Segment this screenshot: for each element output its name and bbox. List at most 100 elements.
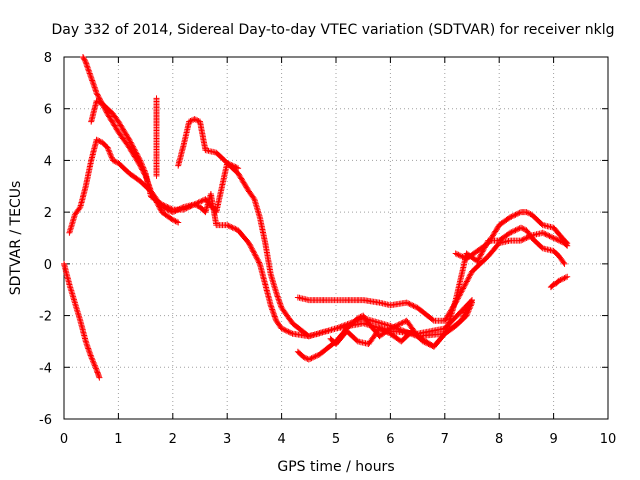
y-tick-label: 4 bbox=[44, 154, 52, 169]
x-tick-label: 7 bbox=[441, 432, 449, 447]
data-point bbox=[267, 271, 279, 294]
data-point bbox=[273, 317, 284, 331]
data-point bbox=[80, 54, 89, 64]
data-point bbox=[485, 223, 502, 247]
data-point bbox=[235, 227, 251, 245]
data-point bbox=[496, 230, 512, 244]
x-tick-label: 8 bbox=[495, 432, 503, 447]
data-point bbox=[550, 235, 567, 246]
data-point bbox=[71, 299, 83, 323]
data-point bbox=[180, 202, 197, 213]
data-point bbox=[88, 353, 99, 372]
data-point bbox=[556, 277, 564, 284]
data-point bbox=[224, 160, 235, 168]
data-point bbox=[71, 205, 83, 218]
series-track-5 bbox=[175, 116, 242, 172]
data-point bbox=[547, 282, 556, 291]
data-point bbox=[104, 110, 121, 134]
data-point bbox=[251, 196, 263, 219]
data-point bbox=[262, 240, 274, 276]
data-point bbox=[77, 317, 89, 343]
data-point bbox=[115, 129, 132, 150]
data-point bbox=[294, 348, 306, 359]
data-point bbox=[354, 313, 365, 322]
series-track-4 bbox=[88, 98, 182, 226]
data-point bbox=[528, 211, 545, 227]
data-point bbox=[137, 162, 148, 178]
x-tick-label: 1 bbox=[114, 432, 122, 447]
data-point bbox=[229, 162, 242, 172]
data-point bbox=[289, 320, 311, 339]
data-point bbox=[523, 227, 534, 240]
data-point bbox=[66, 213, 78, 236]
data-point bbox=[99, 139, 110, 150]
data-point bbox=[550, 280, 558, 288]
data-point bbox=[82, 59, 94, 80]
data-point bbox=[528, 235, 545, 251]
data-point bbox=[365, 326, 382, 347]
data-point bbox=[430, 331, 447, 350]
data-point bbox=[115, 118, 132, 142]
series-track-8 bbox=[327, 299, 475, 350]
data-point bbox=[66, 281, 78, 305]
data-point bbox=[153, 149, 160, 179]
y-tick-label: 0 bbox=[44, 258, 52, 273]
data-point bbox=[126, 170, 142, 184]
data-point bbox=[126, 136, 143, 162]
data-point bbox=[93, 366, 103, 381]
x-axis: 0 1 2 3 4 5 6 7 8 9 10 bbox=[60, 57, 616, 447]
data-point bbox=[104, 144, 116, 162]
y-tick-label: 2 bbox=[44, 206, 52, 221]
data-point bbox=[273, 289, 285, 310]
data-point bbox=[88, 99, 100, 125]
data-point bbox=[61, 260, 73, 287]
data-point bbox=[447, 298, 459, 322]
x-tick-label: 3 bbox=[223, 432, 231, 447]
y-axis-label: SDTVAR / TECUs bbox=[8, 181, 24, 296]
data-point bbox=[556, 253, 568, 267]
data-point bbox=[360, 312, 371, 325]
x-tick-label: 9 bbox=[549, 432, 557, 447]
data-point bbox=[523, 209, 534, 218]
data-point bbox=[463, 299, 475, 319]
series-track-1 bbox=[61, 260, 103, 381]
x-tick-label: 10 bbox=[600, 432, 617, 447]
data-point bbox=[278, 325, 295, 336]
data-point bbox=[246, 240, 263, 266]
data-point bbox=[485, 241, 502, 260]
data-point bbox=[191, 116, 202, 124]
data-point bbox=[539, 229, 556, 241]
data-point bbox=[409, 328, 425, 344]
data-point bbox=[142, 172, 154, 193]
data-point bbox=[93, 136, 104, 145]
data-point bbox=[93, 98, 104, 106]
data-point bbox=[256, 260, 268, 287]
data-point bbox=[224, 222, 240, 233]
data-point bbox=[452, 313, 469, 329]
data-point bbox=[82, 338, 94, 359]
data-point bbox=[197, 118, 209, 152]
data-point bbox=[561, 237, 571, 247]
data-point bbox=[169, 216, 182, 226]
data-point bbox=[469, 254, 491, 275]
series-track-9 bbox=[452, 209, 571, 262]
data-point bbox=[235, 170, 252, 194]
y-tick-label: 6 bbox=[44, 103, 52, 118]
data-point bbox=[333, 329, 349, 347]
data-point bbox=[343, 328, 360, 344]
data-point bbox=[202, 196, 219, 214]
data-point bbox=[420, 338, 436, 349]
x-tick-label: 6 bbox=[386, 432, 394, 447]
data-point bbox=[376, 325, 392, 336]
x-tick-label: 0 bbox=[60, 432, 68, 447]
data-point bbox=[110, 110, 121, 124]
data-point bbox=[403, 299, 420, 311]
y-tick-label: -2 bbox=[39, 310, 52, 325]
data-point bbox=[88, 138, 100, 164]
series-track-11 bbox=[153, 95, 160, 179]
data-point bbox=[180, 120, 192, 148]
y-tick-label: 8 bbox=[44, 51, 52, 66]
y-tick-label: -6 bbox=[39, 413, 52, 428]
